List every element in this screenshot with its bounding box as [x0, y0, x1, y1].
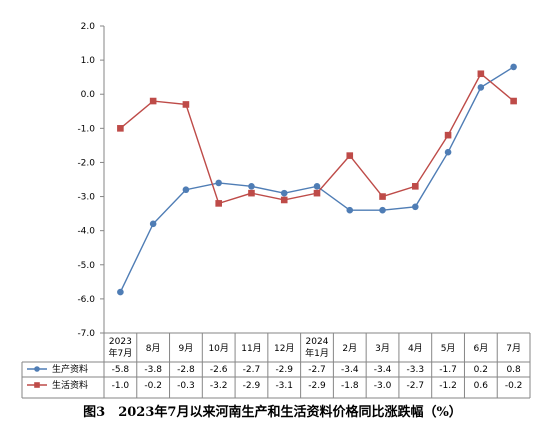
y-tick-label: -2.0: [77, 158, 95, 168]
series-layer: [117, 63, 517, 296]
axis-layer: 2.0 1.0 0.0 -1.0 -2.0 -3.0 -4.0 -5.0 -6.0 -7.0: [77, 22, 105, 398]
category-label: 4月: [408, 343, 423, 354]
legend-key-marker: [34, 366, 40, 372]
data-table-value: -2.9: [275, 365, 293, 375]
data-table-value: -3.2: [210, 381, 228, 391]
category-label: 6月: [473, 343, 488, 354]
data-point: [248, 183, 255, 190]
data-point: [346, 152, 354, 159]
data-table-value: -2.9: [243, 381, 261, 391]
category-label: 7月: [506, 343, 521, 354]
data-point: [510, 63, 517, 71]
data-table-value: -0.2: [505, 381, 523, 391]
data-point: [117, 125, 124, 132]
data-table-value: -3.8: [144, 365, 162, 375]
data-point: [280, 196, 288, 204]
y-tick-label: -4.0: [77, 227, 95, 237]
data-point: [379, 206, 386, 214]
y-tick-label: 0.0: [81, 90, 96, 100]
data-table-value: -2.8: [177, 365, 195, 375]
data-point: [412, 183, 419, 190]
data-table-value: -3.0: [374, 381, 392, 391]
category-label: 年7月: [109, 347, 133, 359]
data-table-value: -5.8: [112, 365, 130, 375]
data-table-value: -2.7: [308, 365, 326, 375]
category-label: 5月: [441, 343, 456, 354]
data-table-value: -3.4: [374, 365, 392, 375]
data-point: [117, 288, 124, 296]
data-table-value: -1.8: [341, 381, 359, 391]
data-table-value: -1.2: [439, 381, 457, 391]
category-label: 11月: [241, 343, 261, 354]
data-point: [313, 183, 321, 190]
category-label: 2024: [306, 337, 329, 347]
legend-label: 生产资料: [52, 363, 88, 375]
category-label: 12月: [274, 343, 294, 354]
data-table-value: -0.2: [144, 381, 162, 391]
data-table-value: 0.8: [506, 365, 521, 375]
data-point: [248, 189, 255, 197]
data-point: [280, 189, 288, 197]
data-table-value: -3.3: [407, 365, 425, 375]
legend-label: 生活资料: [52, 379, 88, 391]
data-point: [215, 179, 222, 187]
data-table-value: -2.7: [407, 381, 425, 391]
data-table-value: -2.7: [243, 365, 261, 375]
y-tick-label: 2.0: [81, 22, 96, 32]
data-point: [346, 206, 354, 214]
y-tick-label: -7.0: [77, 329, 95, 339]
data-table-value: -2.9: [308, 381, 326, 391]
legend-key-marker: [34, 382, 40, 388]
data-table-value: -1.7: [439, 365, 457, 375]
category-label: 年1月: [305, 347, 329, 359]
y-tick-label: -3.0: [77, 193, 95, 203]
data-table-value: 0.6: [474, 381, 489, 391]
category-label: 8月: [146, 343, 161, 354]
category-label: 2023: [109, 337, 132, 347]
data-table-value: -1.0: [112, 381, 130, 391]
data-point: [149, 220, 157, 228]
category-label: 3月: [375, 343, 390, 354]
category-label: 2月: [342, 343, 357, 354]
data-table-value: -3.1: [275, 381, 293, 391]
category-label: 9月: [179, 343, 194, 354]
series-line: [119, 66, 514, 293]
data-point: [182, 186, 190, 194]
data-point: [412, 203, 419, 211]
data-point: [444, 131, 452, 139]
data-table-value: -2.6: [210, 365, 228, 375]
figure-caption: 图3 2023年7月以来河南生产和生活资料价格同比涨跌幅（%）: [83, 405, 462, 420]
data-table-value: -3.4: [341, 365, 359, 375]
data-point: [477, 84, 485, 91]
category-label: 10月: [208, 343, 228, 354]
data-point: [313, 189, 321, 197]
y-tick-label: -5.0: [77, 261, 95, 271]
data-table-value: 0.2: [474, 365, 488, 375]
y-tick-label: -1.0: [77, 124, 95, 134]
y-tick-label: -6.0: [77, 295, 95, 305]
data-point: [149, 97, 157, 105]
data-point: [444, 148, 452, 156]
y-tick-label: 1.0: [81, 56, 96, 66]
data-point: [510, 97, 517, 105]
data-point: [215, 200, 222, 207]
data-point: [379, 193, 386, 200]
data-table-value: -0.3: [177, 381, 195, 391]
data-point: [477, 70, 485, 78]
data-point: [182, 101, 190, 108]
